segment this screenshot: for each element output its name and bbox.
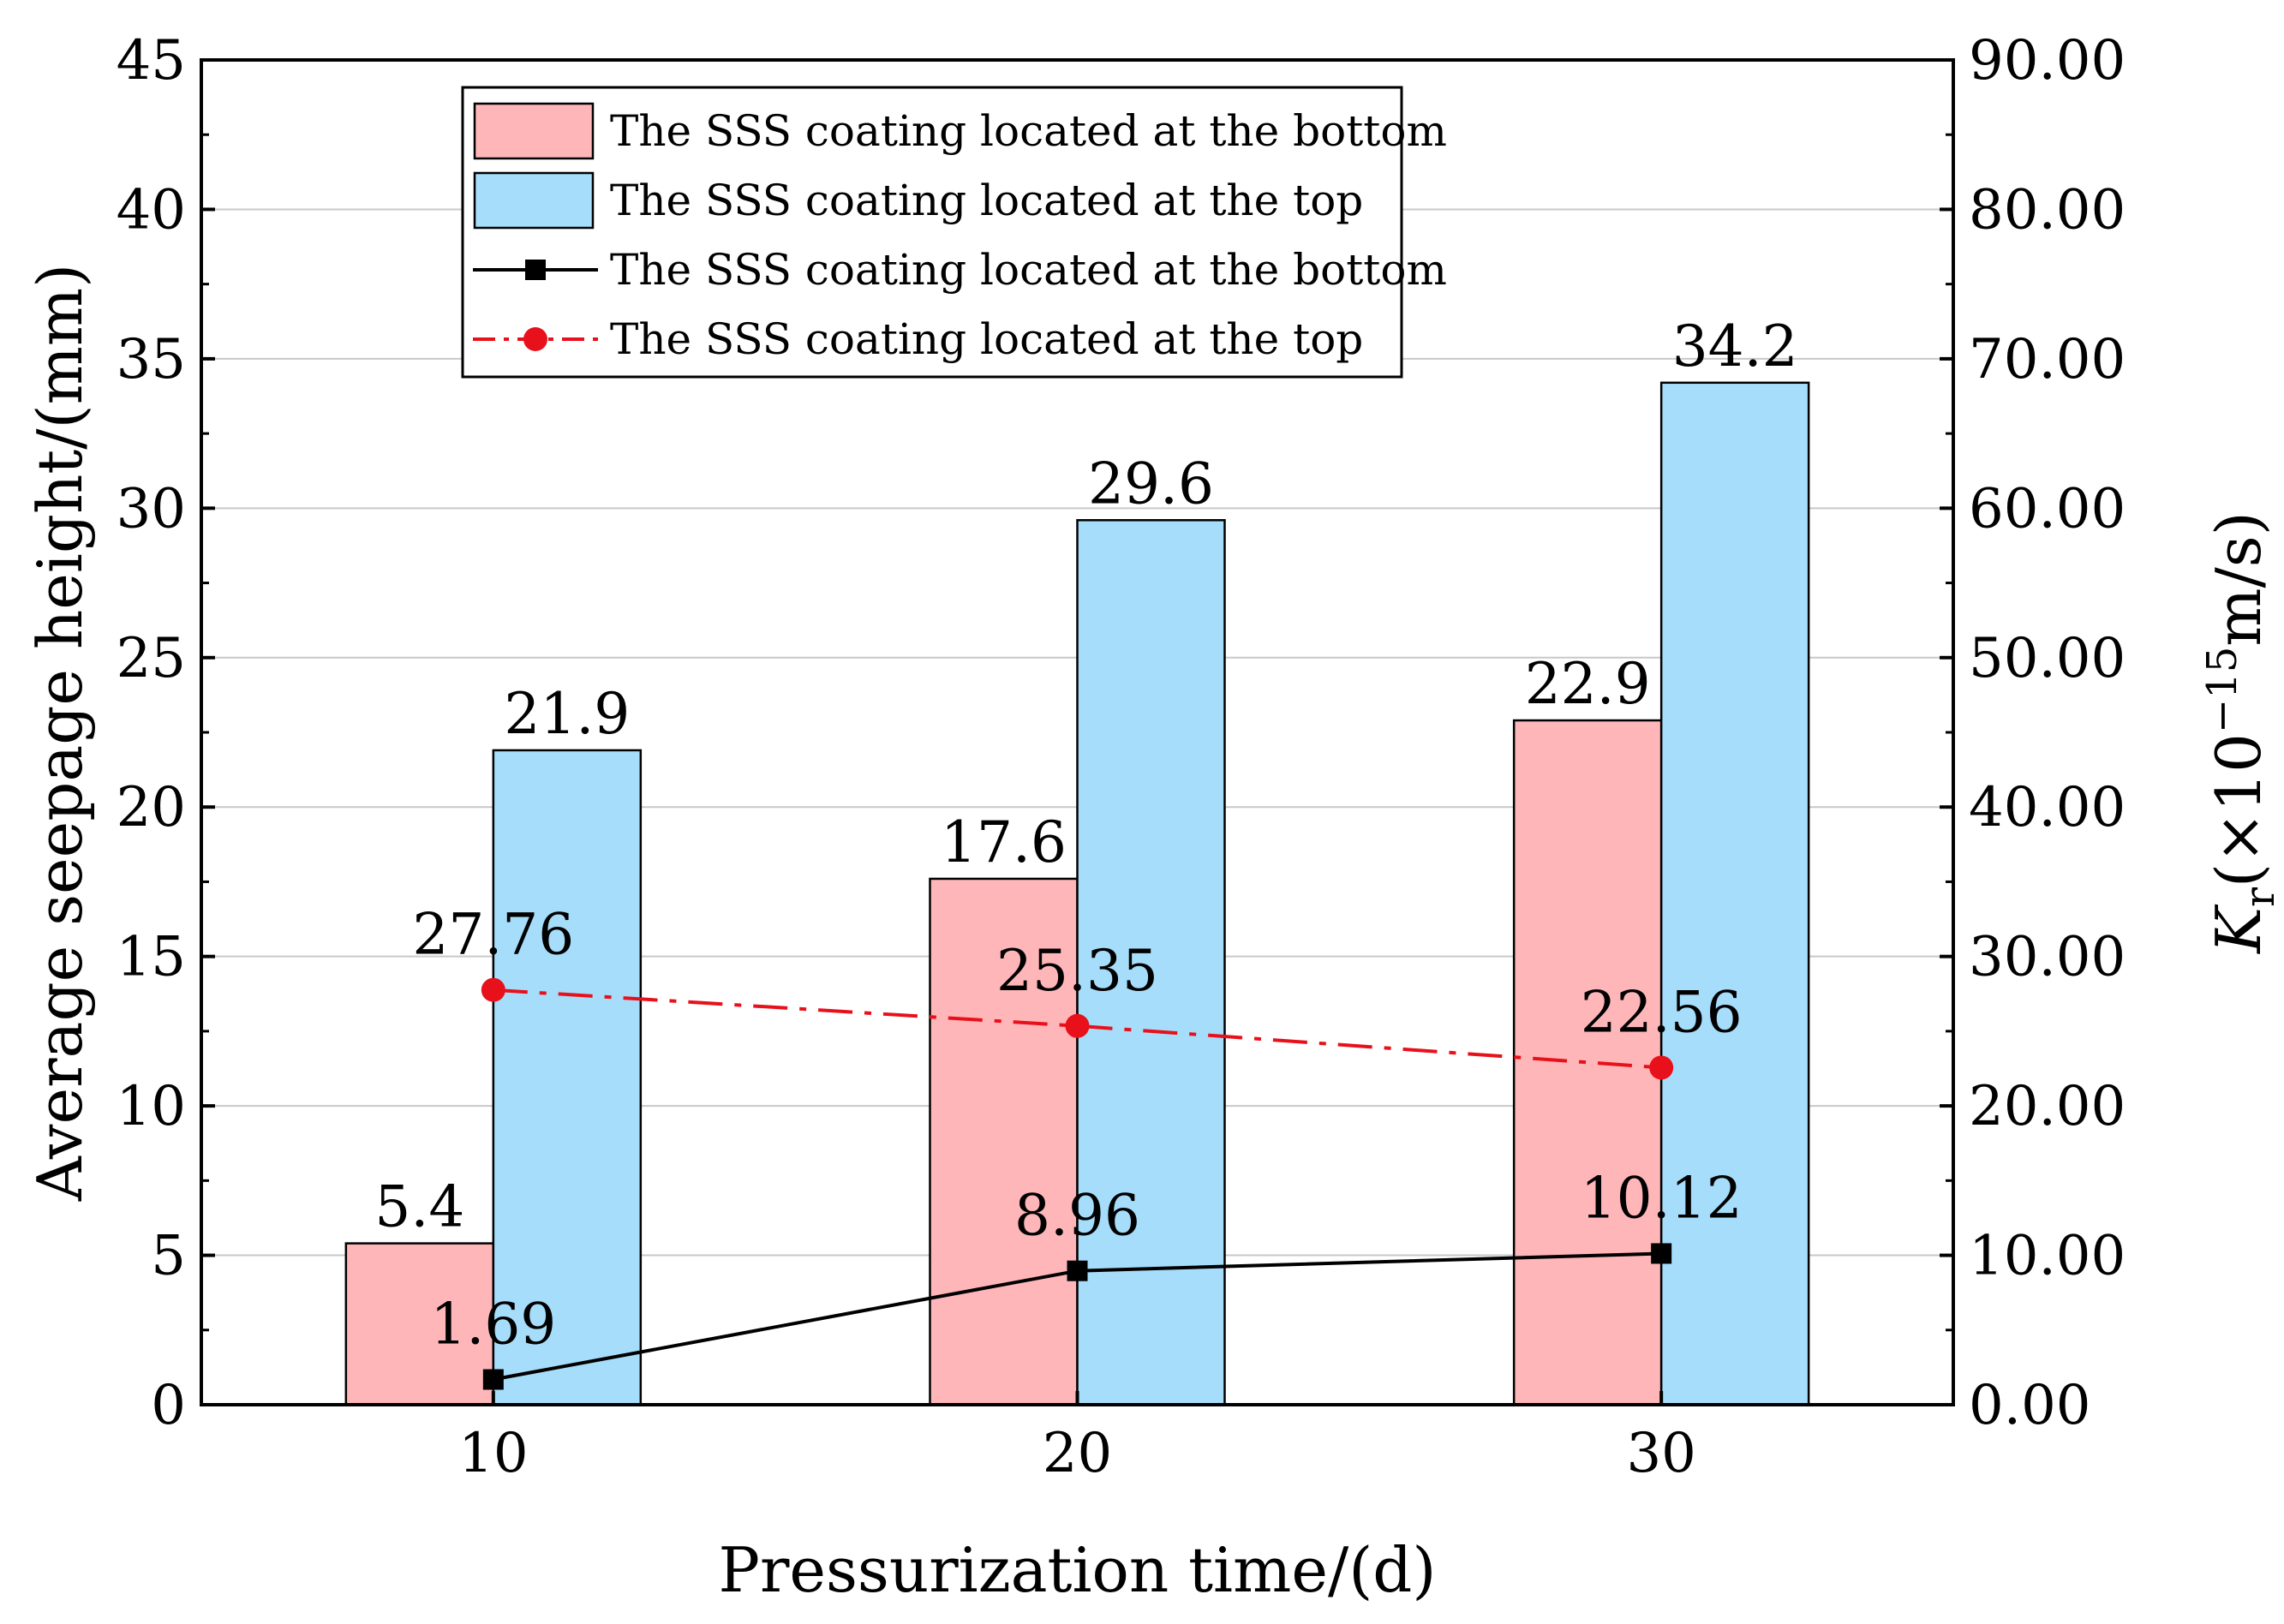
- line-marker-circle: [481, 977, 505, 1002]
- bar-bottom: [344, 1242, 495, 1406]
- bar-top: [1076, 519, 1226, 1406]
- bar-top: [1659, 381, 1810, 1406]
- line-marker-circle: [1649, 1055, 1674, 1080]
- bar-bottom: [1512, 719, 1663, 1406]
- y2-tick-label: 20.00: [1969, 1075, 2126, 1138]
- legend-label: The SSS coating located at the top: [610, 314, 1363, 364]
- plot-frame: [200, 58, 1955, 1406]
- legend-box: [461, 86, 1403, 379]
- axes-group: 0 5 10 15 20 25 30 35 40 45 0.00 10.00 20.00 30.00 40.…: [117, 29, 2126, 1485]
- y2-tick-label: 70.00: [1969, 328, 2126, 391]
- legend-label: The SSS coating located at the bottom: [610, 245, 1447, 295]
- legend-marker-square: [525, 260, 546, 280]
- line-marker-square: [482, 1369, 504, 1390]
- line-value-label: 8.96: [1014, 1183, 1140, 1249]
- y-tick-label: 45: [117, 29, 186, 93]
- x-axis-title: Pressurization time/(d): [719, 1534, 1437, 1606]
- bar-value-label: 17.6: [941, 809, 1067, 875]
- bar-value-label: 29.6: [1088, 451, 1214, 516]
- y2-axis-title: Kr(×10−15m/s): [2198, 511, 2284, 955]
- line-marker-square: [1067, 1260, 1088, 1281]
- y-tick-label: 25: [117, 627, 186, 690]
- line-marker-square: [1651, 1243, 1672, 1264]
- line-value-label: 1.69: [430, 1292, 556, 1358]
- bar-bottom: [929, 877, 1079, 1406]
- y-tick-label: 15: [117, 926, 186, 989]
- line-value-label: 10.12: [1581, 1165, 1743, 1231]
- y2-title-unit: m/s): [2203, 511, 2275, 647]
- y-tick-label: 35: [117, 328, 186, 391]
- bar-top: [492, 749, 643, 1406]
- y2-tick-label: 60.00: [1969, 477, 2126, 540]
- y2-tick-label: 90.00: [1969, 29, 2126, 93]
- y2-title-symbol: K: [2203, 904, 2275, 955]
- legend-swatch-bar: [473, 171, 595, 230]
- line-series-group: [481, 977, 1674, 1390]
- y2-tick-label: 40.00: [1969, 776, 2126, 839]
- y2-title-exponent: −15: [2198, 647, 2246, 733]
- bar-value-label: 21.9: [504, 681, 630, 747]
- line-value-label: 27.76: [412, 902, 574, 968]
- y-tick-label: 0: [151, 1374, 186, 1437]
- line-value-label: 22.56: [1581, 979, 1743, 1045]
- y-axis-title: Average seepage height/(mm): [24, 264, 96, 1202]
- legend-marker-circle: [523, 327, 547, 351]
- y2-tick-label: 30.00: [1969, 926, 2126, 989]
- bar-value-label: 22.9: [1525, 651, 1651, 717]
- legend-label: The SSS coating located at the top: [610, 176, 1363, 225]
- y-tick-label: 5: [151, 1225, 186, 1288]
- y2-title-subscript: r: [2236, 887, 2284, 907]
- y2-tick-label: 0.00: [1969, 1374, 2091, 1437]
- bar-value-label: 5.4: [374, 1174, 464, 1240]
- y2-title-multiplier: (×10: [2203, 733, 2275, 887]
- line-value-label: 25.35: [996, 938, 1158, 1004]
- y-tick-label: 30: [117, 477, 186, 540]
- legend-label: The SSS coating located at the bottom: [610, 106, 1447, 156]
- y-tick-label: 40: [117, 178, 186, 242]
- legend-swatch-bar: [473, 102, 595, 160]
- bar-value-label: 34.2: [1672, 313, 1798, 379]
- data-labels-group: 5.4 17.6 22.9 21.9 29.6 34.2 1.69 8.96 10.12 27.7…: [374, 313, 1797, 1358]
- y-tick-label: 20: [117, 776, 186, 839]
- y2-tick-label: 50.00: [1969, 627, 2126, 690]
- x-tick-label: 10: [458, 1422, 528, 1485]
- legend: The SSS coating located at the bottom The…: [461, 86, 1447, 379]
- y-tick-label: 10: [117, 1075, 186, 1138]
- bar-series-group: [344, 381, 1810, 1406]
- line-marker-circle: [1065, 1013, 1090, 1038]
- y2-tick-label: 10.00: [1969, 1225, 2126, 1288]
- x-tick-label: 30: [1626, 1422, 1695, 1485]
- x-tick-label: 20: [1043, 1422, 1112, 1485]
- y2-tick-label: 80.00: [1969, 178, 2126, 242]
